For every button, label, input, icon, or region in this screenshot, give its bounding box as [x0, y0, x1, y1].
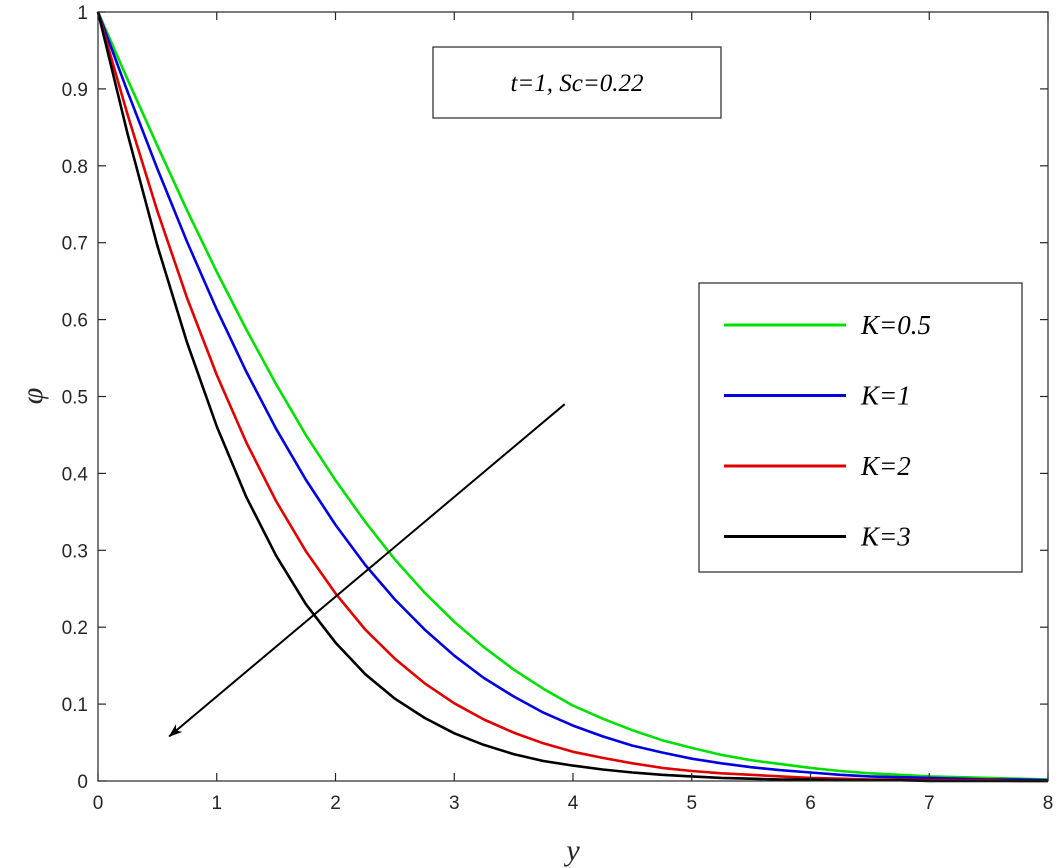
x-axis-label: y [563, 834, 580, 867]
y-tick-label: 0.6 [62, 311, 88, 332]
legend-label-2: K=1 [860, 381, 911, 411]
x-tick-label: 6 [805, 793, 816, 814]
series-layer [96, 11, 1049, 783]
y-axis-label: φ [16, 388, 49, 405]
y-tick-label: 0.7 [62, 234, 88, 255]
y-tick-label: 0 [77, 772, 88, 793]
x-tick-label: 2 [330, 793, 341, 814]
legend-label-4: K=3 [860, 522, 911, 552]
legend-label-3: K=2 [860, 451, 911, 481]
series-line-2 [96, 11, 1049, 782]
x-tick-label: 1 [211, 793, 222, 814]
x-tick-label: 5 [686, 793, 697, 814]
x-tick-label: 3 [449, 793, 460, 814]
y-tick-label: 0.8 [62, 157, 88, 178]
x-tick-label: 8 [1043, 793, 1054, 814]
x-tick-label: 7 [924, 793, 935, 814]
ticks-layer: 0 1 2 3 4 5 6 7 8 0 0.1 0.2 0.3 0.4 0.5 0.6 0.7 0.8 0.9 1 [62, 3, 1054, 814]
x-tick-label: 0 [93, 793, 104, 814]
annotation-text: t=1, Sc=0.22 [510, 70, 643, 97]
legend-label-1: K=0.5 [860, 310, 931, 340]
series-line-1 [96, 11, 1049, 781]
annotation-box: t=1, Sc=0.22 [432, 46, 722, 119]
x-tick-label: 4 [568, 793, 579, 814]
series-line-4 [96, 11, 1048, 783]
y-tick-label: 0.5 [62, 388, 88, 409]
y-tick-label: 0.3 [62, 541, 88, 562]
y-tick-label: 0.4 [62, 464, 89, 485]
y-tick-label: 0.9 [62, 80, 88, 101]
trend-arrow [168, 403, 566, 738]
y-tick-label: 0.1 [62, 695, 88, 716]
y-tick-label: 1 [77, 3, 88, 24]
y-tick-label: 0.2 [62, 618, 88, 639]
legend: K=0.5 K=1 K=2 K=3 [698, 282, 1023, 573]
